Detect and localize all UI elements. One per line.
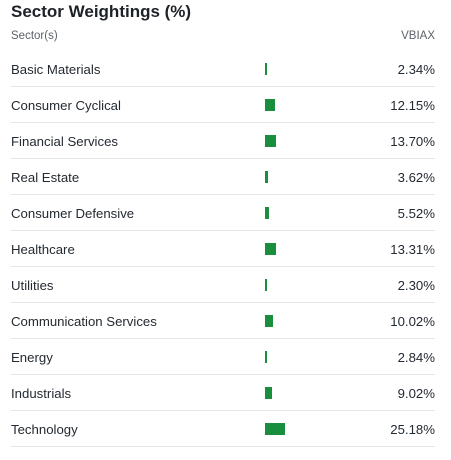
weight-value: 13.31%	[390, 242, 435, 257]
sector-name: Real Estate	[11, 170, 80, 185]
sector-name: Financial Services	[11, 134, 119, 149]
table-header: Sector(s) VBIAX	[11, 30, 435, 46]
weight-bar	[265, 63, 267, 75]
weight-value: 3.62%	[397, 170, 435, 185]
sector-name: Energy	[11, 350, 53, 365]
weight-value: 5.52%	[397, 206, 435, 221]
fund-column-header: VBIAX	[401, 30, 435, 42]
weight-bar-track	[265, 169, 365, 185]
weight-bar-track	[265, 133, 365, 149]
weight-bar-track	[265, 241, 365, 257]
sector-name: Utilities	[11, 278, 54, 293]
table-row: Technology 25.18%	[11, 411, 435, 447]
weight-value: 13.70%	[390, 134, 435, 149]
sector-name: Basic Materials	[11, 62, 101, 77]
weight-value: 10.02%	[390, 314, 435, 329]
weight-bar	[265, 351, 268, 363]
weight-value: 2.30%	[397, 278, 435, 293]
weight-value: 25.18%	[390, 422, 435, 437]
table-row: Communication Services 10.02%	[11, 303, 435, 339]
weight-bar	[265, 135, 276, 147]
sector-name: Consumer Defensive	[11, 206, 135, 221]
table-row: Industrials 9.02%	[11, 375, 435, 411]
weight-bar-track	[265, 61, 365, 77]
weight-bar-track	[265, 313, 365, 329]
sector-name: Consumer Cyclical	[11, 98, 121, 113]
weight-bar	[265, 315, 274, 327]
sector-column-header: Sector(s)	[11, 30, 58, 42]
weight-bar-track	[265, 385, 365, 401]
table-row: Energy 2.84%	[11, 339, 435, 375]
weight-bar-track	[265, 349, 365, 365]
widget-title: Sector Weightings (%)	[11, 2, 192, 21]
table-row: Consumer Defensive 5.52%	[11, 195, 435, 231]
weight-bar-track	[265, 421, 365, 437]
weight-bar	[265, 171, 268, 183]
table-row: Consumer Cyclical 12.15%	[11, 87, 435, 123]
table-row: Real Estate 3.62%	[11, 159, 435, 195]
weight-value: 12.15%	[390, 98, 435, 113]
table-row: Financial Services 13.70%	[11, 123, 435, 159]
sector-name: Technology	[11, 422, 78, 437]
weight-bar	[265, 243, 276, 255]
sector-name: Communication Services	[11, 314, 157, 329]
weight-value: 9.02%	[397, 386, 435, 401]
table-row: Healthcare 13.31%	[11, 231, 435, 267]
weight-bar	[265, 99, 275, 111]
weight-bar	[265, 387, 273, 399]
weight-value: 2.34%	[397, 62, 435, 77]
weight-bar-track	[265, 97, 365, 113]
weight-bar	[265, 279, 267, 291]
weight-bar	[265, 423, 286, 435]
weight-bar-track	[265, 277, 365, 293]
sector-name: Industrials	[11, 386, 72, 401]
table-row: Basic Materials 2.34%	[11, 51, 435, 87]
weight-bar-track	[265, 205, 365, 221]
sector-name: Healthcare	[11, 242, 75, 257]
sector-table: Basic Materials 2.34% Consumer Cyclical 12.…	[11, 51, 435, 447]
weight-value: 2.84%	[397, 350, 435, 365]
weight-bar	[265, 207, 270, 219]
table-row: Utilities 2.30%	[11, 267, 435, 303]
